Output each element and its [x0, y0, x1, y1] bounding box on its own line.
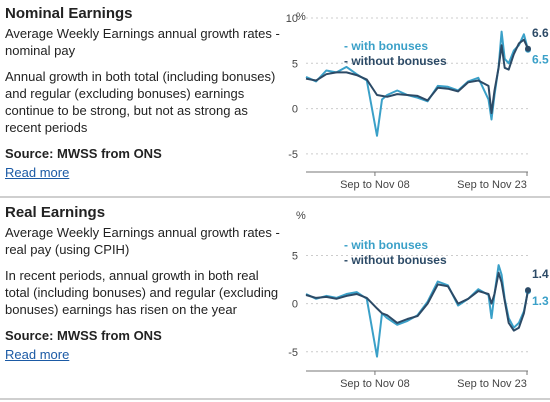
real-chart-container: % -5 0 5 Sep to Nov 08 Sep to Nov 23 1.3 1.4 - w… [284, 203, 550, 393]
chart-0-y-tick-label-0: -5 [288, 149, 298, 161]
chart-1-y-tick-label-2: 5 [292, 251, 298, 263]
chart-0-x-tick-label-1: Sep to Nov 23 [457, 179, 527, 191]
chart-1-y-tick-label-0: -5 [288, 347, 298, 359]
chart-1-series-end-label-0: 1.3 [532, 294, 549, 308]
chart-0-series-end-label-1: 6.6 [532, 26, 549, 40]
real-title: Real Earnings [5, 204, 106, 221]
panel-divider [0, 196, 550, 198]
chart-1-series-end-label-1: 1.4 [532, 267, 549, 281]
chart-0-y-unit-label: % [296, 11, 306, 23]
chart-1-series-end-point-1 [525, 287, 531, 294]
chart-1-series-line-1 [305, 271, 529, 332]
chart-0-series-line-0 [305, 30, 529, 137]
nominal-chart-container: % -5 0 5 10 Sep to Nov 08 Sep to Nov 23 6.5 6.6 -… [284, 4, 550, 194]
chart-1-series-line-0 [305, 264, 529, 358]
real-source: Source: MWSS from ONS [5, 328, 162, 343]
nominal-earnings-panel: Nominal Earnings Average Weekly Earnings… [0, 0, 550, 196]
real-subtitle: Average Weekly Earnings annual growth ra… [5, 225, 280, 257]
real-text-column: Real Earnings Average Weekly Earnings an… [5, 203, 280, 363]
chart-0-series-line-1 [305, 38, 529, 115]
chart-1-legend-item-1: - without bonuses [344, 253, 447, 267]
chart-0-legend-item-1: - without bonuses [344, 54, 447, 68]
chart-0-y-tick-label-2: 5 [292, 58, 298, 70]
nominal-earnings-chart: % -5 0 5 10 Sep to Nov 08 Sep to Nov 23 6.5 6.6 -… [286, 11, 549, 191]
bottom-divider [0, 398, 550, 400]
nominal-subtitle: Average Weekly Earnings annual growth ra… [5, 26, 280, 58]
chart-0-y-tick-label-1: 0 [292, 104, 298, 116]
chart-0-legend-item-0: - with bonuses [344, 39, 428, 53]
chart-0-series-end-point-1 [525, 45, 531, 52]
nominal-title: Nominal Earnings [5, 5, 133, 22]
chart-1-x-tick-label-0: Sep to Nov 08 [340, 378, 410, 390]
nominal-text-column: Nominal Earnings Average Weekly Earnings… [5, 4, 280, 181]
nominal-description: Annual growth in both total (including b… [5, 69, 276, 135]
chart-1-x-tick-label-1: Sep to Nov 23 [457, 378, 527, 390]
real-description: In recent periods, annual growth in both… [5, 268, 279, 317]
chart-0-y-tick-label-3: 10 [286, 13, 298, 25]
chart-1-legend-item-0: - with bonuses [344, 238, 428, 252]
chart-1-y-tick-label-1: 0 [292, 299, 298, 311]
real-earnings-chart: % -5 0 5 Sep to Nov 08 Sep to Nov 23 1.3 1.4 - w… [288, 210, 549, 390]
chart-0-x-tick-label-0: Sep to Nov 08 [340, 179, 410, 191]
chart-0-series-end-label-0: 6.5 [532, 53, 549, 67]
nominal-read-more-link[interactable]: Read more [5, 165, 70, 180]
real-earnings-panel: Real Earnings Average Weekly Earnings an… [0, 199, 550, 399]
chart-1-y-unit-label: % [296, 210, 306, 222]
nominal-source: Source: MWSS from ONS [5, 146, 162, 161]
real-read-more-link[interactable]: Read more [5, 347, 70, 362]
